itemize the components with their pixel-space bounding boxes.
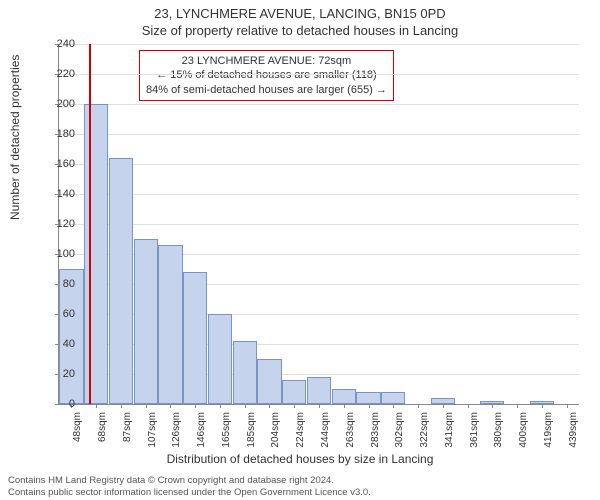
gridline bbox=[59, 134, 579, 135]
gridline bbox=[59, 104, 579, 105]
ytick-label: 240 bbox=[45, 38, 75, 50]
ytick-label: 60 bbox=[45, 308, 75, 320]
info-line2: ← 15% of detached houses are smaller (11… bbox=[146, 68, 387, 82]
xtick-mark bbox=[418, 404, 419, 408]
ytick-label: 80 bbox=[45, 278, 75, 290]
xtick-mark bbox=[96, 404, 97, 408]
histogram-bar bbox=[134, 239, 158, 404]
xtick-label: 87sqm bbox=[122, 412, 133, 452]
xtick-label: 322sqm bbox=[419, 412, 430, 452]
ytick-label: 200 bbox=[45, 98, 75, 110]
histogram-bar bbox=[282, 380, 306, 404]
histogram-bar bbox=[109, 158, 133, 404]
chart-title-line2: Size of property relative to detached ho… bbox=[0, 21, 600, 38]
xtick-label: 204sqm bbox=[270, 412, 281, 452]
histogram-bar bbox=[233, 341, 257, 404]
xtick-label: 302sqm bbox=[394, 412, 405, 452]
xtick-mark bbox=[269, 404, 270, 408]
histogram-bar bbox=[84, 104, 108, 404]
xtick-mark bbox=[319, 404, 320, 408]
footer-line1: Contains HM Land Registry data © Crown c… bbox=[8, 475, 592, 486]
xtick-mark bbox=[369, 404, 370, 408]
xtick-mark bbox=[492, 404, 493, 408]
xtick-mark bbox=[468, 404, 469, 408]
xtick-label: 224sqm bbox=[295, 412, 306, 452]
gridline bbox=[59, 164, 579, 165]
histogram-bar bbox=[307, 377, 331, 404]
ytick-label: 140 bbox=[45, 188, 75, 200]
xtick-mark bbox=[517, 404, 518, 408]
xtick-mark bbox=[443, 404, 444, 408]
gridline bbox=[59, 44, 579, 45]
ytick-label: 160 bbox=[45, 158, 75, 170]
xtick-label: 419sqm bbox=[543, 412, 554, 452]
ytick-label: 20 bbox=[45, 368, 75, 380]
xtick-mark bbox=[170, 404, 171, 408]
histogram-bar bbox=[158, 245, 182, 404]
xtick-label: 400sqm bbox=[518, 412, 529, 452]
xtick-label: 341sqm bbox=[444, 412, 455, 452]
xtick-mark bbox=[121, 404, 122, 408]
y-axis-label: Number of detached properties bbox=[8, 55, 22, 220]
ytick-label: 100 bbox=[45, 248, 75, 260]
xtick-label: 244sqm bbox=[320, 412, 331, 452]
ytick-label: 0 bbox=[45, 398, 75, 410]
histogram-bar bbox=[257, 359, 281, 404]
info-line1: 23 LYNCHMERE AVENUE: 72sqm bbox=[146, 54, 387, 68]
xtick-label: 146sqm bbox=[196, 412, 207, 452]
histogram-bar bbox=[208, 314, 232, 404]
xtick-label: 439sqm bbox=[568, 412, 579, 452]
xtick-label: 283sqm bbox=[370, 412, 381, 452]
xtick-mark bbox=[294, 404, 295, 408]
histogram-bar bbox=[183, 272, 207, 404]
plot-area: 23 LYNCHMERE AVENUE: 72sqm ← 15% of deta… bbox=[58, 44, 579, 405]
x-axis-label: Distribution of detached houses by size … bbox=[0, 452, 600, 466]
info-line3: 84% of semi-detached houses are larger (… bbox=[146, 83, 387, 97]
xtick-mark bbox=[220, 404, 221, 408]
ytick-label: 40 bbox=[45, 338, 75, 350]
gridline bbox=[59, 194, 579, 195]
xtick-label: 68sqm bbox=[97, 412, 108, 452]
xtick-mark bbox=[146, 404, 147, 408]
ytick-label: 220 bbox=[45, 68, 75, 80]
ytick-label: 180 bbox=[45, 128, 75, 140]
chart-title-line1: 23, LYNCHMERE AVENUE, LANCING, BN15 0PD bbox=[0, 0, 600, 21]
info-annotation-box: 23 LYNCHMERE AVENUE: 72sqm ← 15% of deta… bbox=[139, 50, 394, 101]
xtick-mark bbox=[542, 404, 543, 408]
ytick-label: 120 bbox=[45, 218, 75, 230]
xtick-label: 263sqm bbox=[345, 412, 356, 452]
xtick-label: 380sqm bbox=[493, 412, 504, 452]
histogram-bar bbox=[356, 392, 380, 404]
gridline bbox=[59, 74, 579, 75]
xtick-mark bbox=[393, 404, 394, 408]
xtick-label: 107sqm bbox=[147, 412, 158, 452]
xtick-label: 361sqm bbox=[469, 412, 480, 452]
histogram-bar bbox=[381, 392, 405, 404]
xtick-label: 185sqm bbox=[246, 412, 257, 452]
xtick-mark bbox=[245, 404, 246, 408]
footer-attribution: Contains HM Land Registry data © Crown c… bbox=[8, 475, 592, 498]
property-marker-line bbox=[89, 44, 91, 404]
gridline bbox=[59, 224, 579, 225]
xtick-mark bbox=[344, 404, 345, 408]
xtick-label: 126sqm bbox=[171, 412, 182, 452]
xtick-mark bbox=[195, 404, 196, 408]
xtick-label: 48sqm bbox=[72, 412, 83, 452]
chart-container: 23, LYNCHMERE AVENUE, LANCING, BN15 0PD … bbox=[0, 0, 600, 500]
xtick-label: 165sqm bbox=[221, 412, 232, 452]
xtick-mark bbox=[567, 404, 568, 408]
footer-line2: Contains public sector information licen… bbox=[8, 487, 592, 498]
histogram-bar bbox=[332, 389, 356, 404]
